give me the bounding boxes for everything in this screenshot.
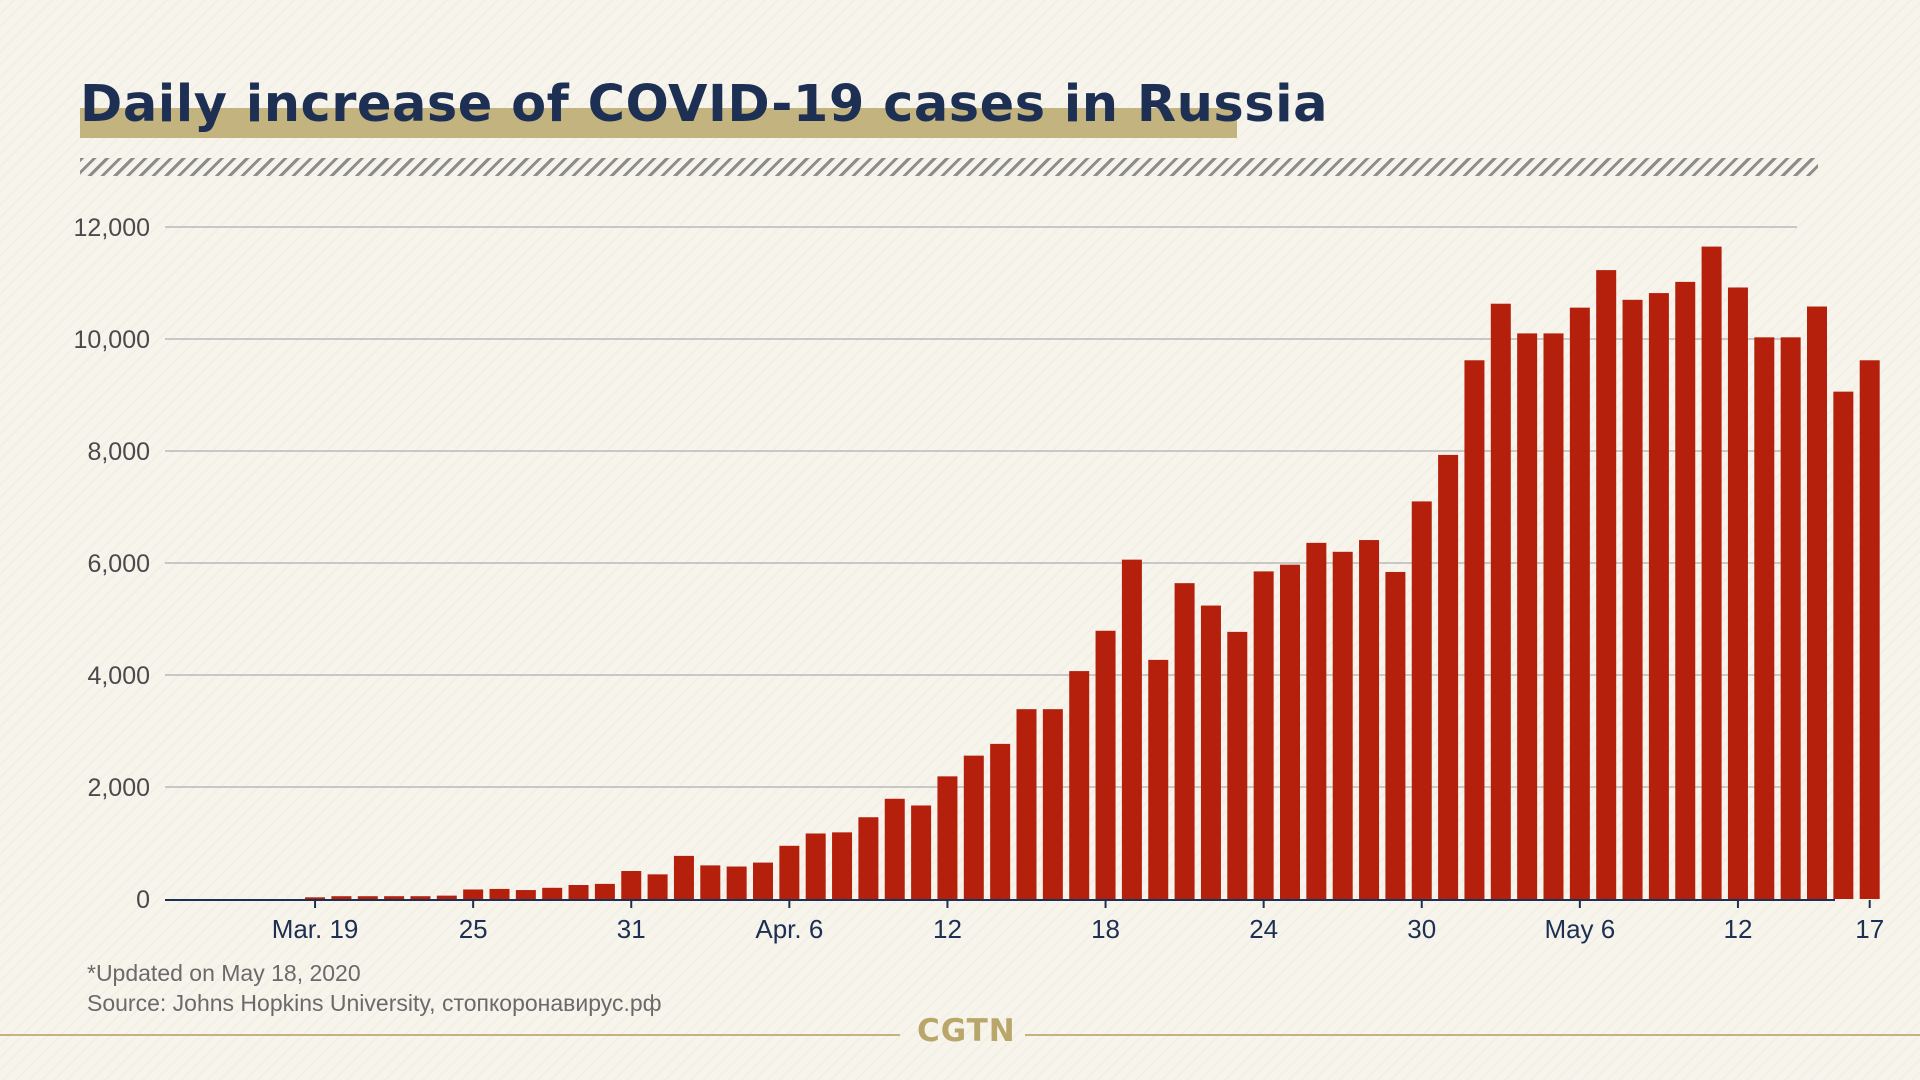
bar-mar-25 [463, 889, 484, 899]
title-hatch-divider [80, 158, 1818, 176]
bar-apr-15 [1016, 709, 1037, 899]
bar-apr-4 [726, 866, 747, 899]
bar-may-16 [1833, 391, 1854, 899]
bar-may-15 [1807, 306, 1827, 899]
bar-may-13 [1754, 337, 1775, 899]
updated-note: *Updated on May 18, 2020 [87, 960, 361, 986]
bar-apr-22 [1200, 605, 1221, 899]
x-tick-label: 31 [617, 914, 646, 944]
bar-may-6 [1569, 307, 1590, 899]
y-tick-label: 12,000 [74, 214, 150, 242]
bar-may-5 [1543, 333, 1564, 899]
bar-apr-20 [1148, 659, 1169, 899]
cgtn-logo: CGTN [917, 1013, 1016, 1049]
y-tick-label: 10,000 [74, 326, 150, 354]
x-tick-label: Apr. 6 [755, 914, 823, 944]
bar-apr-16 [1042, 709, 1063, 899]
bar-apr-25 [1280, 564, 1300, 899]
y-tick-label: 6,000 [87, 550, 150, 578]
source-note: Source: Johns Hopkins University, стопко… [87, 990, 662, 1016]
bar-apr-29 [1385, 571, 1406, 899]
bar-mar-29 [568, 885, 589, 899]
chart-title: Daily increase of COVID-19 cases in Russ… [80, 75, 1329, 134]
x-tick-label: 12 [933, 914, 962, 944]
bar-apr-18 [1095, 630, 1116, 899]
bar-may-12 [1727, 287, 1748, 900]
bar-apr-19 [1121, 559, 1142, 899]
bar-may-7 [1596, 270, 1617, 899]
bar-may-17 [1859, 360, 1880, 899]
bar-chart: 0 2,000 4,000 6,000 8,000 10,000 12,000 Mar. 1… [74, 214, 1885, 944]
y-tick-label: 2,000 [87, 774, 150, 802]
title-highlight-bar [80, 108, 1237, 138]
bar-mar-27 [515, 890, 536, 899]
x-tick-label: 30 [1407, 914, 1436, 944]
bar-mar-28 [542, 887, 563, 899]
bar-may-9 [1648, 293, 1669, 900]
bar-mar-21 [357, 896, 378, 899]
footer-line-right [1025, 1034, 1920, 1036]
bar-mar-19 [305, 897, 326, 899]
x-tick-label: 25 [459, 914, 488, 944]
x-tick-label: 24 [1249, 914, 1278, 944]
bar-apr-26 [1306, 542, 1327, 899]
bar-mar-20 [331, 896, 352, 899]
bar-may-1 [1438, 454, 1459, 899]
bar-apr-27 [1332, 551, 1353, 899]
bar-apr-30 [1411, 501, 1432, 899]
bar-apr-12 [937, 776, 958, 899]
footer-line-left [0, 1034, 900, 1036]
bar-apr-24 [1253, 571, 1274, 899]
y-tick-label: 8,000 [87, 438, 150, 466]
bar-apr-23 [1227, 631, 1248, 899]
bar-apr-2 [673, 855, 694, 899]
x-tick-label: May 6 [1544, 914, 1615, 944]
bar-apr-8 [832, 832, 853, 899]
bar-may-8 [1622, 299, 1643, 899]
bar-apr-10 [884, 798, 905, 899]
bar-apr-6 [779, 845, 800, 899]
x-tick-label: Mar. 19 [272, 914, 359, 944]
bar-mar-26 [489, 888, 510, 899]
bar-series [305, 246, 1880, 900]
bar-may-3 [1490, 303, 1511, 900]
bar-mar-23 [410, 896, 431, 899]
x-tick-label: 12 [1723, 914, 1752, 944]
bar-may-11 [1701, 246, 1722, 900]
bar-may-2 [1464, 360, 1485, 899]
bar-apr-17 [1069, 671, 1090, 899]
bar-apr-3 [700, 865, 721, 899]
bar-apr-13 [963, 755, 984, 899]
y-axis-ticks: 0 2,000 4,000 6,000 8,000 10,000 12,000 [74, 214, 150, 914]
bar-apr-1 [647, 874, 668, 899]
bar-apr-21 [1174, 583, 1195, 899]
x-axis-ticks: Mar. 19 25 31 Apr. 6 12 18 24 30 May 6 12 17 [272, 900, 1884, 944]
title-block: Daily increase of COVID-19 cases in Russ… [80, 70, 1328, 140]
bar-may-14 [1780, 337, 1801, 899]
bar-may-4 [1517, 333, 1538, 899]
bar-apr-5 [753, 862, 773, 899]
bar-mar-31 [621, 871, 642, 899]
bar-mar-30 [594, 883, 615, 899]
bar-apr-11 [911, 805, 932, 899]
bar-apr-14 [990, 743, 1011, 899]
y-tick-label: 4,000 [87, 662, 150, 690]
bar-mar-24 [436, 895, 457, 899]
bar-apr-9 [858, 817, 879, 899]
bar-apr-7 [805, 833, 826, 899]
bar-may-10 [1675, 281, 1696, 899]
x-tick-label: 17 [1855, 914, 1884, 944]
y-tick-label: 0 [136, 886, 150, 914]
bar-apr-28 [1359, 540, 1380, 899]
bar-mar-22 [384, 896, 405, 899]
x-tick-label: 18 [1091, 914, 1120, 944]
